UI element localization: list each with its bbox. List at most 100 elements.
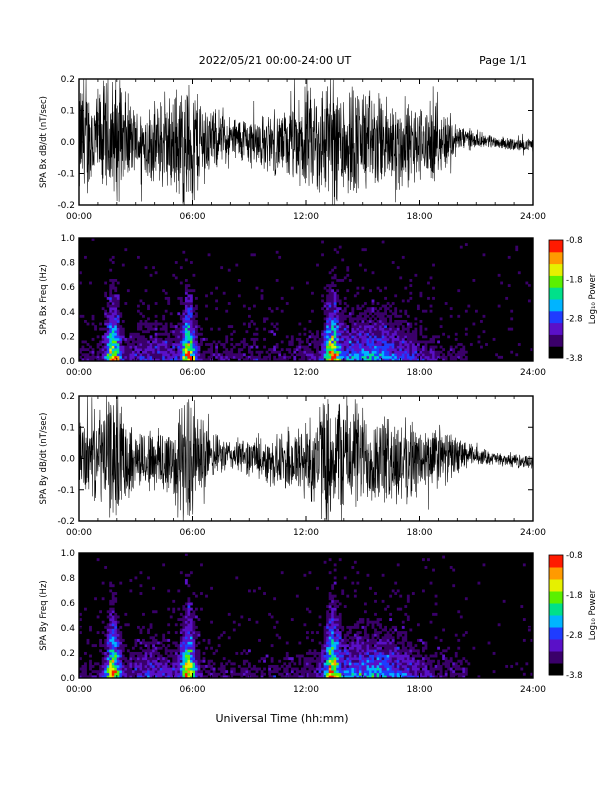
spectrogram-cell bbox=[409, 343, 413, 346]
spectrogram-cell bbox=[457, 646, 461, 650]
spectrogram-cell bbox=[351, 327, 355, 331]
spectrogram-cell bbox=[497, 273, 501, 277]
spectrogram-cell bbox=[215, 353, 219, 357]
spectrogram-cell bbox=[326, 340, 329, 344]
spectrogram-cell bbox=[152, 664, 155, 668]
spectrogram-cell bbox=[308, 571, 312, 575]
spectrogram-cell bbox=[351, 348, 355, 352]
spectrogram-cell bbox=[109, 289, 113, 293]
spectrogram-cell bbox=[159, 358, 163, 361]
spectrogram-cell bbox=[374, 327, 377, 331]
spectrogram-cell bbox=[114, 348, 118, 352]
spectrogram-cell bbox=[258, 358, 261, 361]
spectrogram-cell bbox=[149, 625, 153, 629]
spectrogram-cell bbox=[245, 675, 249, 678]
spectrogram-cell bbox=[154, 335, 158, 339]
spectrogram-cell bbox=[111, 307, 115, 311]
spectrogram-cell bbox=[177, 355, 181, 359]
spectrogram-cell bbox=[114, 330, 118, 334]
spectrogram-cell bbox=[111, 279, 115, 282]
spectrogram-cell bbox=[328, 302, 332, 305]
spectrogram-cell bbox=[189, 633, 193, 637]
spectrogram-cell bbox=[399, 340, 403, 344]
spectrogram-cell bbox=[336, 599, 340, 603]
spectrogram-cell bbox=[147, 664, 150, 668]
spectrogram-cell bbox=[104, 659, 108, 663]
spectrogram-cell bbox=[331, 594, 335, 598]
spectrogram-cell bbox=[187, 353, 191, 357]
spectrogram-cell bbox=[184, 636, 188, 640]
spectrogram-cell bbox=[195, 330, 198, 334]
spectrogram-cell bbox=[189, 261, 193, 264]
spectrogram-cell bbox=[174, 664, 178, 668]
spectrogram-cell bbox=[217, 644, 221, 648]
spectrogram-cell bbox=[111, 317, 115, 321]
spectrogram-cell bbox=[182, 353, 186, 357]
spectrogram-cell bbox=[351, 343, 355, 346]
spectrogram-cell bbox=[137, 335, 140, 339]
spectrogram-cell bbox=[278, 667, 282, 671]
spectrogram-cell bbox=[409, 644, 413, 648]
spectrogram-cell bbox=[429, 348, 433, 352]
spectrogram-cell bbox=[134, 348, 138, 352]
spectrogram-cell bbox=[381, 672, 385, 676]
spectrogram-cell bbox=[343, 576, 347, 580]
spectrogram-cell bbox=[152, 670, 155, 674]
spectrogram-cell bbox=[187, 638, 191, 642]
spectrogram-cell bbox=[333, 296, 337, 300]
spectrogram-cell bbox=[376, 675, 380, 678]
spectrogram-cell bbox=[207, 350, 211, 354]
spectrogram-cell bbox=[449, 670, 453, 674]
spectrogram-cell bbox=[101, 327, 105, 331]
spectrogram-cell bbox=[356, 667, 360, 671]
spectrogram-cell bbox=[184, 299, 188, 303]
spectrogram-cell bbox=[79, 631, 82, 635]
spectrogram-cell bbox=[394, 327, 398, 331]
spectrogram-cell bbox=[116, 296, 120, 300]
spectrogram-cell bbox=[338, 651, 342, 655]
spectrogram-cell bbox=[283, 657, 287, 661]
spectrogram-cell bbox=[124, 667, 128, 671]
spectrogram-cell bbox=[366, 330, 370, 334]
spectrogram-cell bbox=[401, 672, 405, 676]
spectrogram-cell bbox=[89, 628, 92, 632]
spectrogram-cell bbox=[323, 327, 327, 331]
spectrogram-cell bbox=[81, 353, 85, 357]
spectrogram-cell bbox=[159, 353, 163, 357]
spectrogram-cell bbox=[366, 644, 370, 648]
spectrogram-cell bbox=[109, 659, 113, 663]
spectrogram-cell bbox=[119, 654, 123, 658]
spectrogram-cell bbox=[179, 651, 183, 655]
spectrogram-cell bbox=[162, 633, 166, 637]
spectrogram-cell bbox=[222, 345, 226, 349]
spectrogram-cell bbox=[159, 670, 163, 674]
spectrogram-cell bbox=[230, 343, 234, 346]
spectrogram-cell bbox=[369, 337, 372, 341]
spectrogram-cell bbox=[424, 670, 428, 674]
spectrogram-cell bbox=[197, 325, 201, 328]
spectrogram-cell bbox=[391, 302, 395, 305]
spectrogram-cell bbox=[101, 667, 105, 671]
spectrogram-cell bbox=[220, 355, 224, 359]
spectrogram-cell bbox=[91, 322, 95, 326]
spectrogram-cell bbox=[311, 667, 314, 671]
y-tick-label: 0.1 bbox=[61, 423, 75, 433]
spectrogram-cell bbox=[366, 638, 370, 642]
spectrogram-cell bbox=[210, 350, 213, 354]
spectrogram-cell bbox=[306, 659, 309, 663]
spectrogram-cell bbox=[179, 644, 183, 648]
spectrogram-cell bbox=[167, 340, 171, 344]
spectrogram-cell bbox=[192, 625, 196, 629]
spectrogram-cell bbox=[331, 281, 335, 285]
spectrogram-cell bbox=[336, 299, 340, 303]
spectrogram-cell bbox=[364, 268, 367, 272]
spectrogram-cell bbox=[129, 345, 133, 349]
spectrogram-cell bbox=[106, 353, 110, 357]
spectrogram-cell bbox=[121, 670, 125, 674]
spectrogram-cell bbox=[374, 325, 377, 328]
spectrogram-cell bbox=[328, 651, 332, 655]
spectrogram-cell bbox=[144, 667, 148, 671]
spectrogram-cell bbox=[497, 304, 501, 308]
spectrogram-cell bbox=[109, 662, 113, 666]
spectrogram-cell bbox=[318, 641, 322, 645]
